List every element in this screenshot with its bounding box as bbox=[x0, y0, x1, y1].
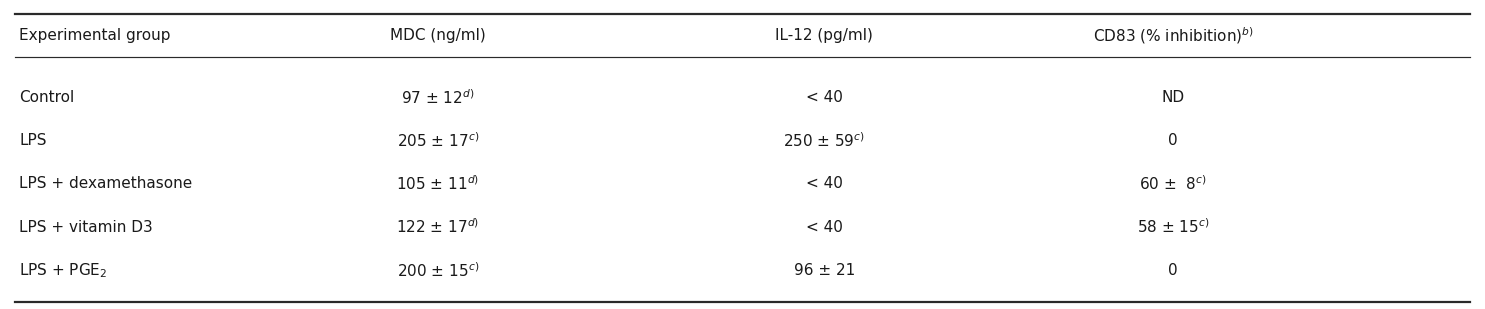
Text: 0: 0 bbox=[1169, 133, 1178, 148]
Text: 205 ± 17$^{c)}$: 205 ± 17$^{c)}$ bbox=[396, 131, 480, 150]
Text: < 40: < 40 bbox=[806, 220, 842, 235]
Text: LPS: LPS bbox=[19, 133, 48, 148]
Text: Control: Control bbox=[19, 90, 74, 105]
Text: Experimental group: Experimental group bbox=[19, 28, 171, 43]
Text: 200 ± 15$^{c)}$: 200 ± 15$^{c)}$ bbox=[396, 261, 480, 280]
Text: 97 ± 12$^{d)}$: 97 ± 12$^{d)}$ bbox=[401, 88, 475, 107]
Text: LPS + dexamethasone: LPS + dexamethasone bbox=[19, 176, 193, 191]
Text: LPS + vitamin D3: LPS + vitamin D3 bbox=[19, 220, 153, 235]
Text: ND: ND bbox=[1161, 90, 1185, 105]
Text: 60 ±  8$^{c)}$: 60 ± 8$^{c)}$ bbox=[1139, 175, 1207, 193]
Text: 105 ± 11$^{d)}$: 105 ± 11$^{d)}$ bbox=[396, 175, 480, 193]
Text: IL-12 (pg/ml): IL-12 (pg/ml) bbox=[775, 28, 873, 43]
Text: 96 ± 21: 96 ± 21 bbox=[793, 263, 855, 278]
Text: 58 ± 15$^{c)}$: 58 ± 15$^{c)}$ bbox=[1138, 218, 1209, 236]
Text: 122 ± 17$^{d)}$: 122 ± 17$^{d)}$ bbox=[396, 218, 480, 236]
Text: MDC (ng/ml): MDC (ng/ml) bbox=[391, 28, 486, 43]
Text: 250 ± 59$^{c)}$: 250 ± 59$^{c)}$ bbox=[784, 131, 864, 150]
Text: < 40: < 40 bbox=[806, 176, 842, 191]
Text: 0: 0 bbox=[1169, 263, 1178, 278]
Text: < 40: < 40 bbox=[806, 90, 842, 105]
Text: LPS + PGE$_2$: LPS + PGE$_2$ bbox=[19, 261, 107, 280]
Text: CD83 (% inhibition)$^{b)}$: CD83 (% inhibition)$^{b)}$ bbox=[1093, 25, 1253, 46]
